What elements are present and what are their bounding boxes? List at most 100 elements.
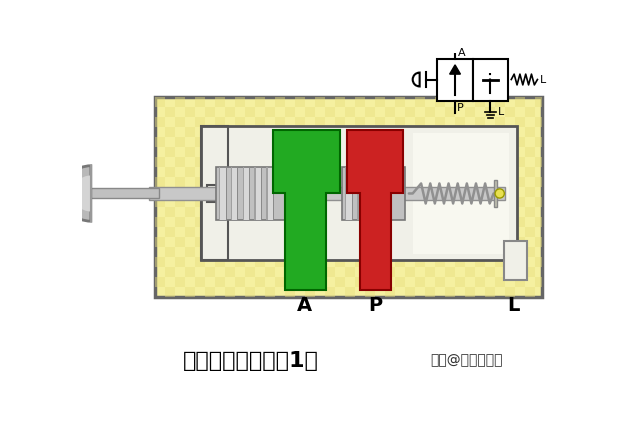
Bar — [245, 147, 255, 157]
Text: L: L — [540, 74, 546, 85]
Bar — [395, 157, 405, 167]
Bar — [164, 167, 175, 177]
Bar — [515, 258, 525, 267]
Bar — [525, 147, 535, 157]
Bar — [370, 166, 377, 220]
Bar — [505, 207, 515, 217]
Bar — [455, 198, 465, 207]
Bar — [255, 157, 265, 167]
Text: 二位二通换向阀（1）: 二位二通换向阀（1） — [183, 350, 319, 371]
Bar — [345, 187, 355, 198]
Bar — [315, 217, 325, 227]
Bar — [385, 127, 395, 137]
Bar — [155, 117, 164, 127]
Bar — [235, 258, 245, 267]
Bar — [385, 107, 395, 117]
Bar — [315, 237, 325, 247]
Bar — [345, 227, 355, 237]
Bar — [325, 247, 335, 258]
Bar — [385, 247, 395, 258]
Bar — [225, 107, 235, 117]
Bar — [245, 107, 255, 117]
Bar — [175, 258, 185, 267]
Bar — [465, 167, 475, 177]
Bar — [385, 207, 395, 217]
Bar — [515, 217, 525, 227]
Bar — [295, 177, 305, 187]
Bar — [405, 147, 415, 157]
Bar — [485, 207, 495, 217]
Bar — [445, 167, 455, 177]
Bar — [265, 247, 275, 258]
Bar — [245, 247, 255, 258]
Bar — [255, 258, 265, 267]
Bar — [385, 267, 395, 277]
Bar — [201, 126, 516, 261]
Bar — [485, 227, 495, 237]
Bar — [395, 198, 405, 207]
Text: P: P — [458, 103, 464, 113]
Bar — [485, 167, 495, 177]
Bar — [485, 147, 495, 157]
Bar — [215, 137, 225, 147]
Bar — [465, 227, 475, 237]
Bar — [265, 267, 275, 277]
Bar — [495, 177, 505, 187]
Bar — [475, 258, 485, 267]
Bar — [235, 217, 245, 227]
Bar — [245, 127, 255, 137]
Bar — [325, 267, 335, 277]
Bar — [295, 157, 305, 167]
Bar — [385, 167, 395, 177]
Bar — [413, 134, 509, 254]
Bar — [435, 117, 445, 127]
Bar — [505, 227, 515, 237]
Bar — [365, 187, 375, 198]
Bar — [225, 247, 235, 258]
Bar — [345, 247, 355, 258]
Bar — [375, 217, 385, 227]
Bar — [375, 97, 385, 107]
Bar — [335, 217, 345, 227]
Bar — [475, 277, 485, 287]
Bar — [295, 97, 305, 107]
Bar — [255, 137, 265, 147]
Bar — [355, 258, 365, 267]
Bar — [425, 147, 435, 157]
Bar — [355, 117, 365, 127]
Bar — [295, 277, 305, 287]
Bar — [395, 217, 405, 227]
Bar — [164, 107, 175, 117]
Bar — [195, 177, 205, 187]
Bar — [437, 59, 473, 101]
Bar — [155, 217, 164, 227]
Bar — [505, 107, 515, 117]
Bar — [295, 137, 305, 147]
Bar — [175, 237, 185, 247]
Bar — [215, 157, 225, 167]
Bar — [175, 157, 185, 167]
Bar — [475, 217, 485, 227]
Bar — [335, 277, 345, 287]
Bar — [325, 107, 335, 117]
Bar — [375, 177, 385, 187]
Bar — [155, 137, 164, 147]
Bar — [525, 247, 535, 258]
Bar — [205, 187, 215, 198]
Bar — [245, 187, 255, 198]
Bar — [175, 198, 185, 207]
Bar — [425, 167, 435, 177]
Bar — [535, 277, 542, 287]
Bar — [455, 137, 465, 147]
Bar — [185, 227, 195, 237]
Bar — [535, 198, 542, 207]
Text: 头条@一位工程师: 头条@一位工程师 — [430, 353, 503, 367]
Bar — [465, 247, 475, 258]
Bar — [515, 137, 525, 147]
Bar — [164, 207, 175, 217]
Bar — [265, 127, 275, 137]
Bar — [254, 166, 256, 220]
Bar — [535, 97, 542, 107]
Bar — [275, 217, 285, 227]
Bar — [195, 198, 205, 207]
